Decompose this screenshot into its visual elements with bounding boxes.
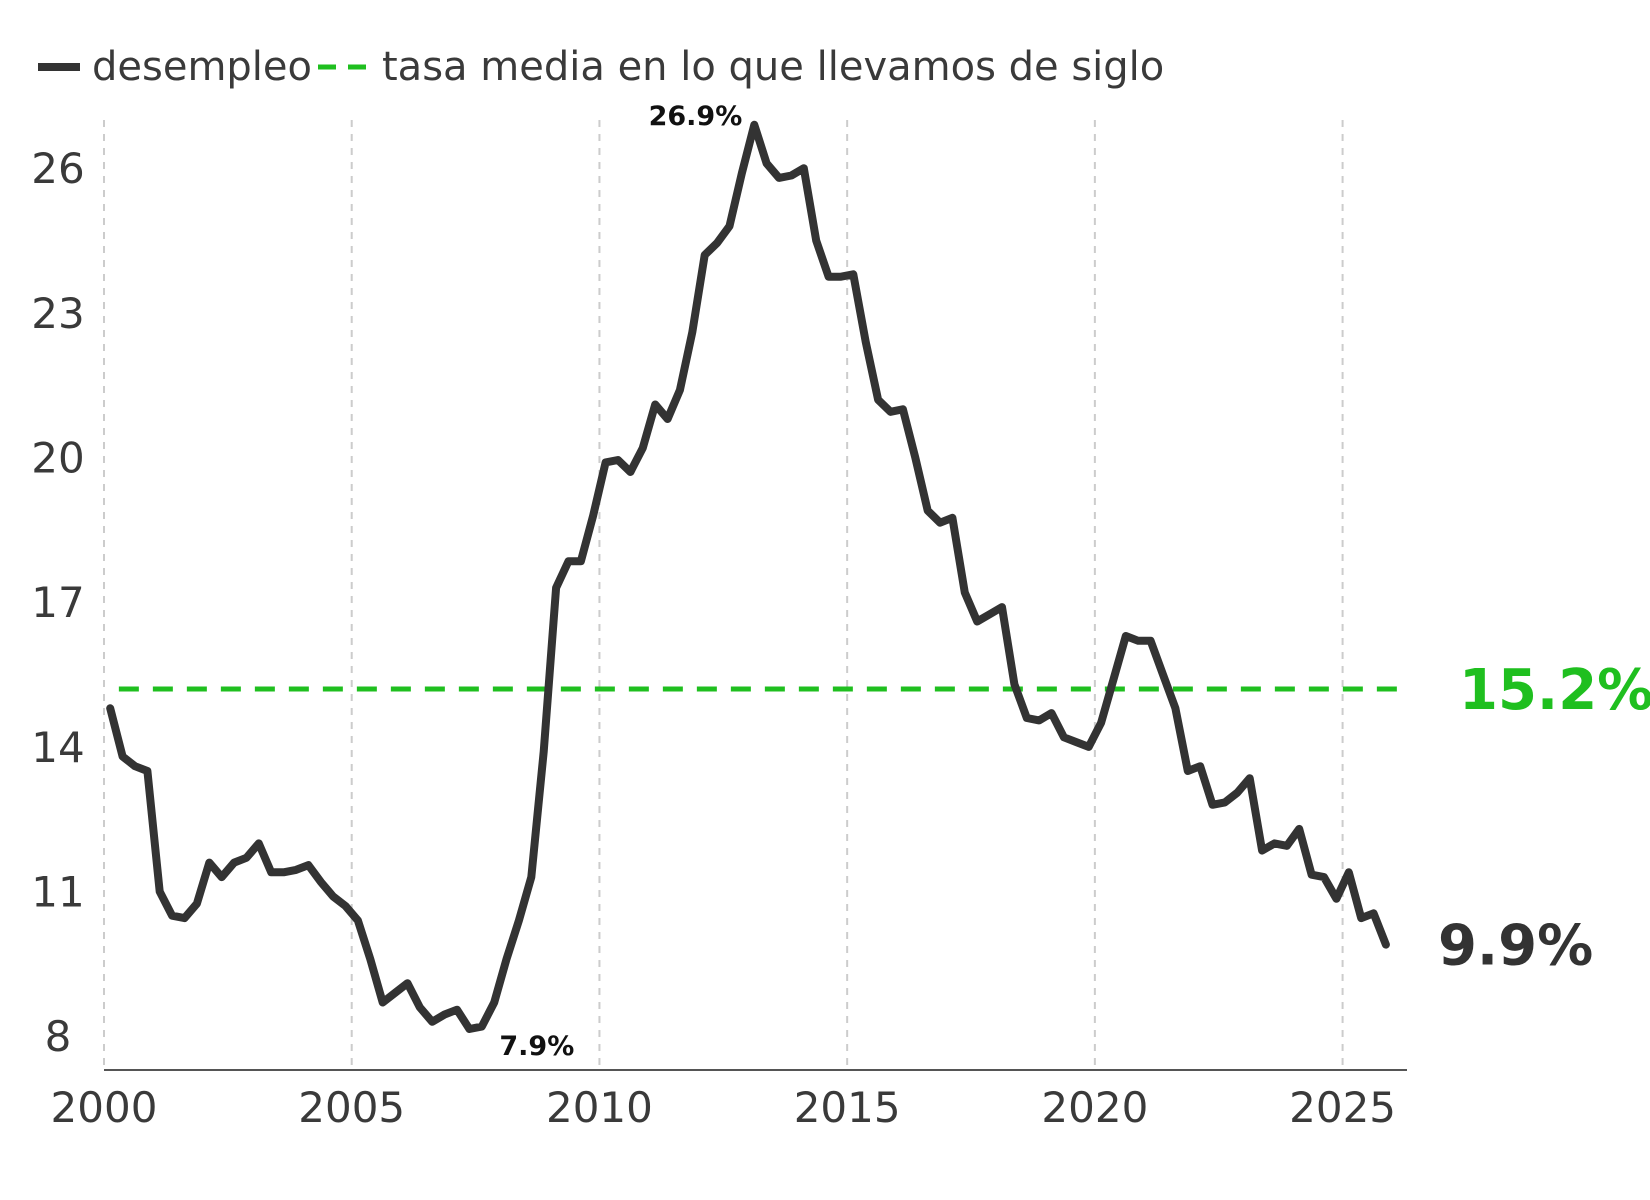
x-tick-label: 2005 [298, 1083, 405, 1132]
legend-label-average: tasa media en lo que llevamos de siglo [382, 44, 1164, 90]
series-layer [106, 120, 1407, 1033]
series-line-unemployment [106, 120, 1390, 1033]
y-tick-label: 17 [31, 578, 84, 627]
x-tick-label: 2010 [546, 1083, 653, 1132]
x-tick-label: 2015 [794, 1083, 901, 1132]
x-tick-label: 2020 [1041, 1083, 1148, 1132]
y-tick-label: 23 [31, 289, 84, 338]
vertical-gridlines [103, 120, 1344, 1070]
annotation-average: 15.2% [1459, 658, 1650, 723]
legend: desempleo tasa media en lo que llevamos … [38, 44, 1164, 90]
y-tick-label: 8 [45, 1012, 72, 1061]
annotations-layer: 26.9% 7.9% 15.2% 9.9% [499, 101, 1650, 1062]
x-tick-label: 2000 [51, 1083, 158, 1132]
legend-label-unemployment: desempleo [92, 44, 312, 90]
y-tick-label: 14 [31, 723, 84, 772]
annotation-latest: 9.9% [1438, 914, 1593, 979]
y-tick-label: 11 [31, 868, 84, 917]
annotation-trough: 7.9% [499, 1031, 574, 1062]
y-axis-ticks: 8 11 14 17 20 23 26 [31, 144, 84, 1061]
x-tick-label: 2025 [1289, 1083, 1396, 1132]
annotation-peak: 26.9% [649, 101, 743, 132]
y-tick-label: 20 [31, 434, 84, 483]
y-tick-label: 26 [31, 144, 84, 193]
x-axis-ticks: 2000 2005 2010 2015 2020 2025 [51, 1083, 1396, 1132]
